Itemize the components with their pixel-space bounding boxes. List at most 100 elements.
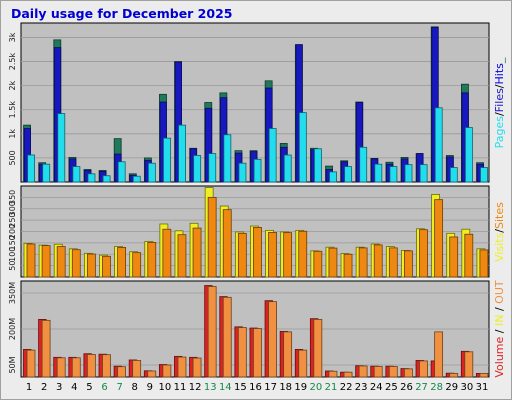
right-label-part: Pages <box>493 116 506 149</box>
right-label-part: / <box>493 326 506 337</box>
right-label-part: / <box>493 229 506 233</box>
pages-bar <box>329 171 337 183</box>
pages-bar <box>102 175 111 183</box>
out-bar <box>86 354 96 378</box>
right-label-part: IN <box>493 315 506 326</box>
out-bar <box>283 331 293 378</box>
y-tick-label: 200M <box>8 318 17 340</box>
out-bar <box>192 357 202 378</box>
sites-bar <box>268 232 277 278</box>
right-label-part: / <box>493 304 506 315</box>
right-label-part: / <box>493 112 506 116</box>
sites-bar <box>222 209 232 278</box>
right-axis-label-2: Visits/Sites <box>493 202 506 262</box>
right-label-part: OUT <box>493 280 506 304</box>
sites-bar <box>479 249 489 278</box>
sites-bar <box>56 246 66 278</box>
out-bar <box>358 365 368 378</box>
pages-bar <box>283 154 292 183</box>
day-label: 16 <box>249 382 262 393</box>
y-tick-label: 50M <box>8 356 17 373</box>
day-label: 6 <box>101 382 107 393</box>
y-tick-label: 300 <box>8 201 17 216</box>
out-bar <box>298 349 308 378</box>
day-label: 21 <box>325 382 338 393</box>
out-bar <box>479 372 489 378</box>
sites-bar <box>434 199 444 278</box>
sites-bar <box>313 250 323 278</box>
out-bar <box>253 328 262 378</box>
pages-bar <box>163 137 171 183</box>
sites-bar <box>26 243 36 278</box>
out-bar <box>328 370 338 378</box>
day-label: 3 <box>56 382 62 393</box>
right-label-part: Hits <box>493 63 506 85</box>
sites-bar <box>373 244 383 278</box>
day-label: 12 <box>189 382 202 393</box>
pages-bar <box>27 154 36 183</box>
y-tick-label: 200 <box>8 224 17 239</box>
right-label-part: Visits <box>493 232 506 261</box>
sites-bar <box>71 249 81 278</box>
sites-bar <box>253 227 262 278</box>
pages-bar <box>434 107 443 183</box>
out-bar <box>313 318 323 378</box>
y-tick-label: 1.5k <box>8 101 17 119</box>
sites-bar <box>464 233 474 278</box>
sites-bar <box>449 236 459 278</box>
out-bar <box>434 331 444 378</box>
out-bar <box>419 360 428 378</box>
day-label: 11 <box>174 382 187 393</box>
day-label: 27 <box>415 382 428 393</box>
sites-bar <box>283 232 293 278</box>
pages-bar <box>132 175 141 183</box>
y-tick-label: 100 <box>8 247 17 262</box>
sites-bar <box>147 242 157 278</box>
pages-bar <box>42 163 51 183</box>
day-label: 19 <box>294 382 307 393</box>
out-bar <box>162 364 172 378</box>
pages-bar <box>87 173 96 183</box>
day-label: 26 <box>400 382 413 393</box>
sites-bar <box>328 247 338 278</box>
day-label: 31 <box>476 382 489 393</box>
out-bar <box>102 354 111 378</box>
day-label: 28 <box>430 382 443 393</box>
day-label: 15 <box>234 382 247 393</box>
sites-bar <box>177 234 187 278</box>
sites-bar <box>298 230 308 278</box>
right-axis-label-1: Pages/Files/Hits_ <box>493 57 506 148</box>
out-bar <box>237 327 247 378</box>
day-label: 7 <box>116 382 122 393</box>
right-label-part: Files <box>493 88 506 112</box>
out-bar <box>56 357 66 378</box>
pages-bar <box>208 153 217 183</box>
sites-bar <box>207 196 217 278</box>
out-bar <box>373 366 383 378</box>
sites-bar <box>388 247 398 278</box>
sites-bar <box>102 255 111 278</box>
sites-bar <box>162 228 172 278</box>
sites-bar <box>358 247 368 278</box>
pages-bar <box>253 158 262 183</box>
sites-bar <box>41 245 51 278</box>
pages-bar <box>374 163 383 183</box>
day-label: 9 <box>147 382 153 393</box>
pages-bar <box>72 166 81 183</box>
pages-bar <box>178 124 186 183</box>
pages-bar <box>298 112 307 183</box>
out-bar <box>449 372 459 378</box>
y-tick-label: 50 <box>8 261 17 271</box>
y-tick-label: 500 <box>8 150 17 165</box>
day-label: 23 <box>355 382 368 393</box>
sites-bar <box>419 229 428 278</box>
pages-bar <box>404 164 413 183</box>
pages-bar <box>57 113 66 183</box>
y-tick-label: 250 <box>8 212 17 227</box>
pages-bar <box>449 167 458 183</box>
day-label: 5 <box>86 382 92 393</box>
out-bar <box>404 368 413 378</box>
sites-bar <box>86 253 96 278</box>
pages-bar <box>465 127 473 183</box>
